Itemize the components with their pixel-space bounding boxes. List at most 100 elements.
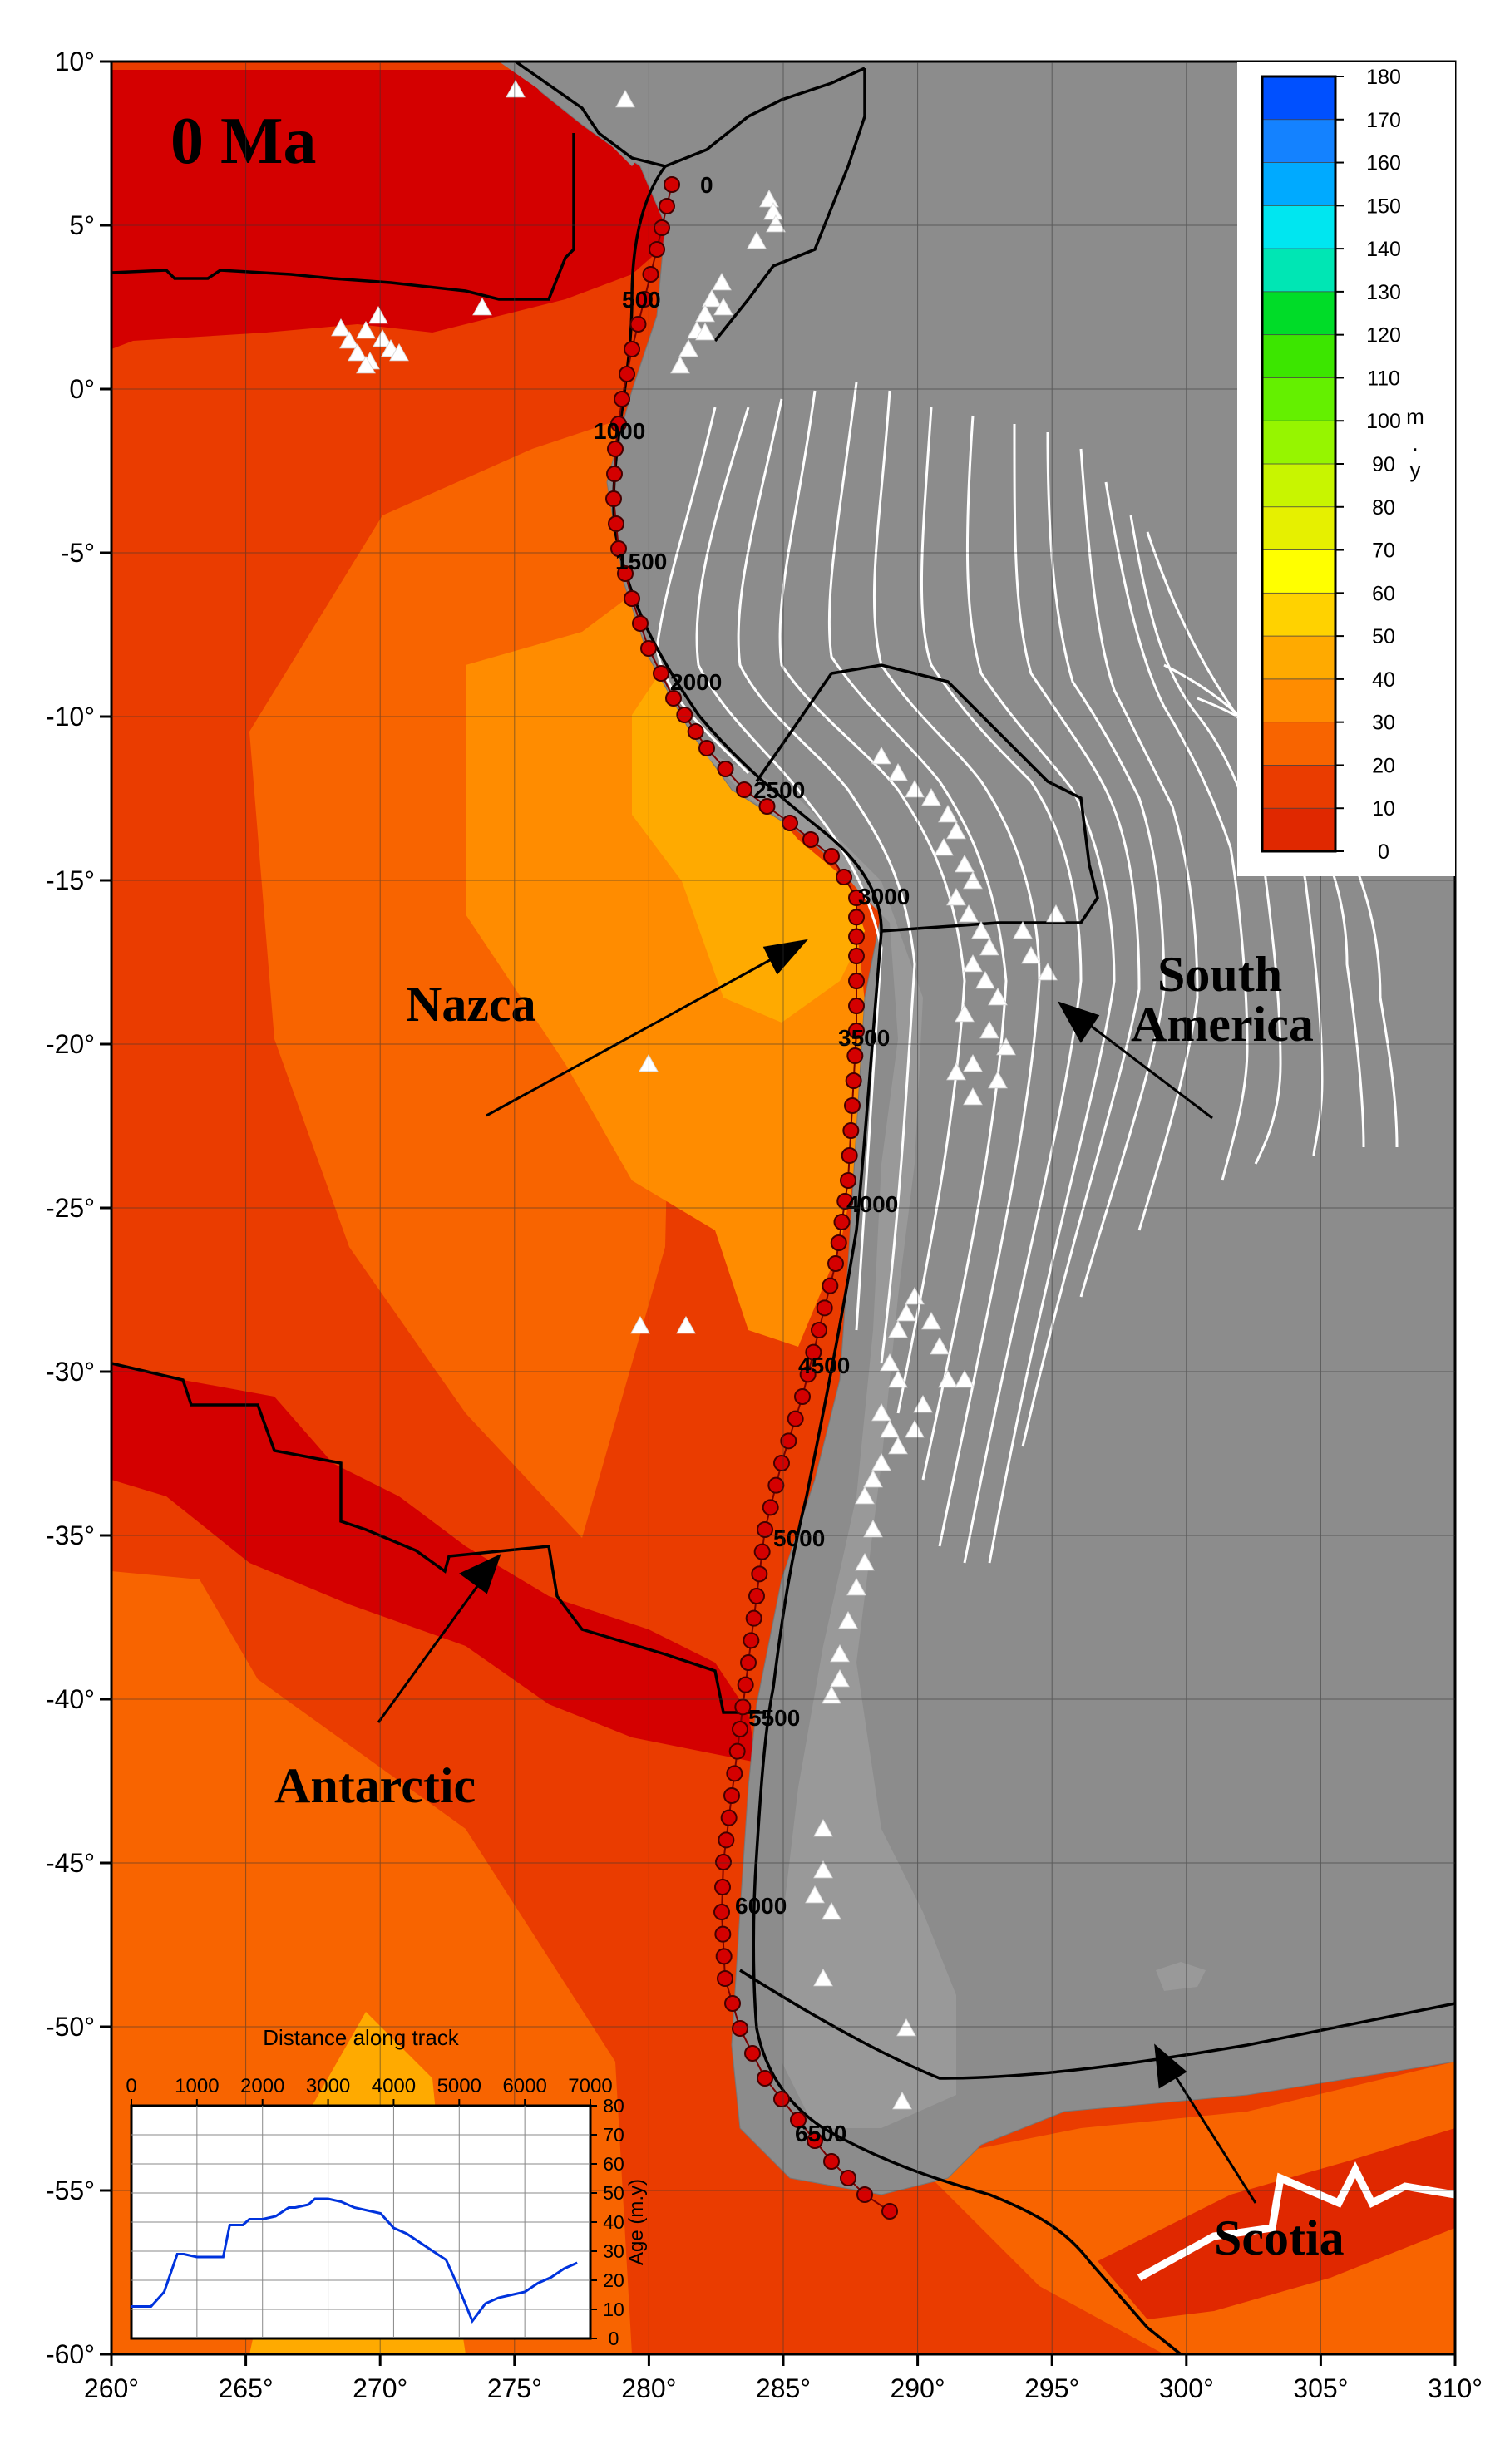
- colorbar-tick-label: 110: [1367, 367, 1400, 390]
- inset-y-tick-label: 40: [603, 2211, 624, 2233]
- colorbar: 1801701601501401301201101009080706050403…: [1237, 62, 1455, 876]
- colorbar-tick-label: 30: [1372, 712, 1395, 735]
- inset-y-tick-label: 50: [603, 2182, 624, 2204]
- ocean-age-30-40-scotia: [915, 2062, 1455, 2354]
- ocean-age-40-50: [466, 582, 873, 1347]
- inset-grid: [131, 2106, 590, 2338]
- lat-tick-label: 5°: [69, 210, 95, 240]
- north-andes-boundary: [713, 68, 866, 342]
- scotia-ridge: [1137, 2161, 1455, 2281]
- track-distance-label: 4500: [798, 1353, 850, 1378]
- inset-x-tick-label: 3000: [306, 2075, 350, 2097]
- track-dots: [605, 176, 898, 2220]
- colorbar-tick-label: 160: [1366, 152, 1401, 175]
- lat-tick-label: -40°: [46, 1684, 95, 1714]
- colorbar-tick-label: 90: [1372, 453, 1395, 476]
- ocean-age-0-10-north: [111, 70, 698, 349]
- colorbar-tick-label: 170: [1366, 109, 1401, 132]
- latitude-ticks: 10° 5° 0° -5° -10° -15° -20° -25° -30° -35° -40° -4…: [46, 47, 111, 2369]
- altiplano-block-boundary: [755, 663, 1099, 933]
- inset-x-ticks: 0 1000 2000 3000 4000 5000 6000 7000: [126, 2075, 613, 2106]
- lat-tick-label: 0°: [69, 374, 95, 404]
- inset-y-tick-label: 10: [603, 2299, 624, 2320]
- continental-shelf: [698, 748, 956, 2128]
- track-labels: 0500100015002000250030003500400045005000…: [594, 172, 910, 2146]
- caribbean-boundary: [514, 62, 866, 168]
- colorbar-tick-label: 130: [1366, 281, 1401, 304]
- inset-ylabel: Age (m.y): [625, 2179, 648, 2265]
- lon-tick-label: 310°: [1428, 2373, 1483, 2403]
- track-distance-label: 1000: [594, 418, 645, 444]
- colorbar-tick-label: 140: [1366, 238, 1401, 261]
- lat-tick-label: -30°: [46, 1357, 95, 1387]
- lat-tick-label: -10°: [46, 702, 95, 732]
- lon-tick-label: 280°: [621, 2373, 676, 2403]
- colorbar-tick-label: 50: [1372, 625, 1395, 648]
- colorbar-tick-label: 100: [1366, 410, 1401, 433]
- track-distance-label: 4000: [846, 1191, 898, 1217]
- track-distance-label: 2500: [753, 777, 805, 803]
- inset-y-tick-label: 0: [609, 2328, 619, 2349]
- inset-y-tick-label: 60: [603, 2153, 624, 2175]
- falkland-islands: [1156, 1962, 1206, 1991]
- lat-tick-label: -55°: [46, 2176, 95, 2205]
- inset-x-tick-label: 1000: [175, 2075, 219, 2097]
- colorbar-tick-label: 120: [1366, 324, 1401, 347]
- colorbar-tick-label: 20: [1372, 754, 1395, 777]
- inset-y-tick-label: 30: [603, 2240, 624, 2262]
- track-distance-label: 5000: [773, 1525, 825, 1551]
- lon-tick-label: 305°: [1293, 2373, 1348, 2403]
- colorbar-tick-label: 0: [1378, 840, 1389, 864]
- antarctic-boundary: [111, 1362, 765, 1714]
- lat-tick-label: -25°: [46, 1193, 95, 1223]
- inset-x-tick-label: 4000: [372, 2075, 416, 2097]
- track-distance-label: 0: [700, 172, 713, 198]
- lon-tick-label: 295°: [1024, 2373, 1079, 2403]
- track-distance-label: 3000: [858, 884, 910, 909]
- volcanoes: [331, 79, 1066, 2110]
- nazca-cocos-boundary: [111, 133, 575, 301]
- antarctic-label: Antarctic: [274, 1758, 476, 1813]
- south-label: South: [1157, 947, 1282, 1002]
- lon-tick-label: 260°: [84, 2373, 139, 2403]
- inset-y-tick-label: 80: [603, 2095, 624, 2117]
- america-label: America: [1131, 997, 1314, 1052]
- track-distance-label: 3500: [838, 1025, 890, 1051]
- inset-x-tick-label: 7000: [568, 2075, 612, 2097]
- ocean-age-50-60: [632, 665, 865, 1023]
- lon-tick-label: 290°: [891, 2373, 945, 2403]
- track-distance-label: 6500: [795, 2121, 846, 2146]
- lat-tick-label: -35°: [46, 1520, 95, 1550]
- nazca-label: Nazca: [406, 977, 536, 1032]
- inset-x-tick-label: 2000: [240, 2075, 284, 2097]
- colorbar-tick-label: 70: [1372, 540, 1395, 563]
- lat-tick-label: -20°: [46, 1029, 95, 1059]
- lon-tick-label: 275°: [487, 2373, 542, 2403]
- colorbar-tick-label: 40: [1372, 668, 1395, 692]
- lon-tick-label: 300°: [1159, 2373, 1214, 2403]
- lon-tick-label: 285°: [756, 2373, 811, 2403]
- lat-tick-label: -5°: [61, 538, 95, 568]
- lat-tick-label: 10°: [55, 47, 95, 76]
- inset-age-line: [131, 2197, 578, 2324]
- scotia-label: Scotia: [1214, 2210, 1345, 2265]
- track-line: [612, 184, 891, 2212]
- colorbar-tick-label: 150: [1366, 195, 1401, 218]
- inset-x-tick-label: 0: [126, 2075, 136, 2097]
- colorbar-unit-m: m: [1406, 404, 1424, 429]
- colorbar-tick-label: 10: [1372, 797, 1395, 821]
- track-distance-label: 6000: [735, 1893, 787, 1919]
- longitude-ticks: 260° 265° 270° 275° 280° 285° 290° 295° 300° 305°…: [84, 2354, 1483, 2403]
- colorbar-tick-label: 180: [1366, 66, 1401, 89]
- colorbar-unit-y: y: [1410, 457, 1421, 482]
- track-distance-label: 2000: [670, 669, 722, 695]
- lat-tick-label: -50°: [46, 2012, 95, 2042]
- lat-tick-label: -60°: [46, 2339, 95, 2369]
- lon-tick-label: 270°: [353, 2373, 407, 2403]
- track-distance-label: 500: [622, 287, 661, 313]
- track-distance-label: 5500: [748, 1705, 800, 1731]
- inset-y-tick-label: 70: [603, 2124, 624, 2146]
- lat-tick-label: -45°: [46, 1848, 95, 1878]
- colorbar-unit-dot: .: [1412, 431, 1418, 456]
